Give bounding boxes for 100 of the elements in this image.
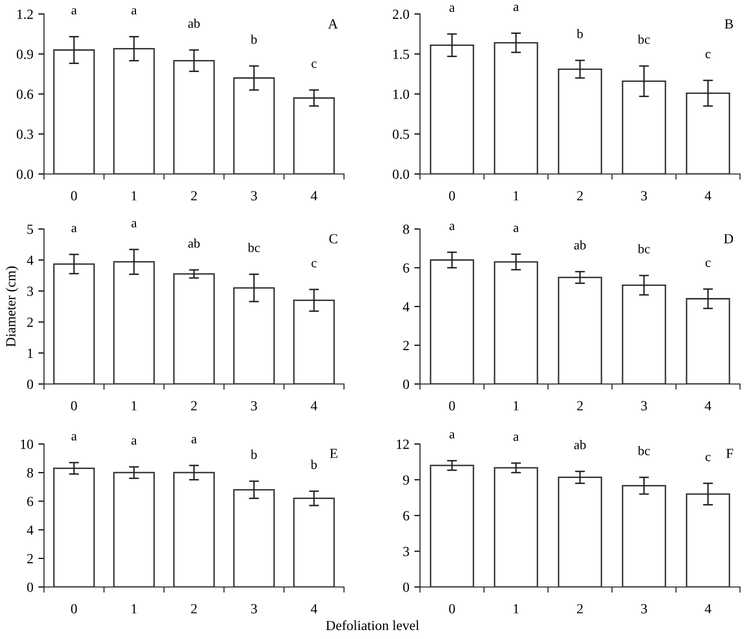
annotation: ab: [574, 440, 586, 450]
x-tick-label: 1: [514, 604, 519, 614]
annotation: c: [706, 454, 711, 462]
y-tick-label: 0.0: [392, 170, 410, 180]
chart-title: F: [726, 448, 734, 458]
x-axis-title: Defoliation level: [326, 620, 420, 630]
annotation: c: [312, 260, 317, 268]
y-tick-label: 1.2: [17, 10, 33, 20]
y-tick-label: 0: [27, 380, 34, 389]
chart-title: B: [724, 19, 733, 28]
annotation: b: [576, 28, 583, 38]
x-tick-label: 2: [577, 604, 583, 614]
y-tick-label: 2: [27, 318, 33, 327]
annotation: c: [706, 52, 711, 58]
y-tick-label: 0.0: [16, 170, 34, 180]
y-tick-label: 5: [27, 224, 34, 234]
y-tick-label: 9: [403, 475, 410, 485]
annotation: a: [132, 438, 137, 445]
x-tick-label: 1: [132, 401, 137, 410]
annotation: a: [450, 224, 455, 230]
x-tick-label: 3: [641, 604, 647, 614]
y-tick-label: 0.5: [392, 130, 410, 140]
x-tick-label: 0: [71, 604, 77, 614]
text: a: [514, 434, 519, 441]
annotation: ab: [188, 18, 200, 28]
x-tick-label: 0: [449, 191, 455, 200]
text: a: [132, 221, 137, 228]
annotation: bc: [638, 244, 650, 254]
y-tick-label: 0.3: [16, 130, 34, 140]
x-tick-label: 1: [514, 401, 519, 410]
annotation: ab: [574, 240, 586, 250]
annotation: a: [72, 8, 77, 15]
x-tick-label: 4: [704, 401, 712, 410]
y-tick-label: 1.0: [393, 90, 410, 100]
x-tick-label: 1: [132, 191, 137, 200]
annotation: b: [250, 450, 257, 460]
annotation: a: [514, 226, 519, 232]
y-tick-label: 6: [27, 496, 34, 506]
x-tick-label: 0: [71, 191, 77, 200]
y-tick-label: 8: [403, 224, 410, 234]
x-tick-label: 1: [132, 604, 137, 614]
x-tick-label: 4: [310, 191, 318, 200]
y-tick-label: 8: [27, 468, 34, 478]
annotation: bc: [248, 242, 260, 252]
y-tick-label: 3: [27, 286, 34, 296]
text: a: [192, 437, 197, 444]
y-tick-label: 3: [403, 546, 410, 556]
annotation: a: [132, 8, 137, 15]
x-tick-label: 3: [251, 604, 257, 614]
y-tick-label: 4: [26, 256, 34, 265]
text: a: [72, 434, 77, 440]
y-tick-label: 2: [27, 554, 33, 564]
y-tick-label: 1.5: [393, 50, 410, 60]
x-tick-label: 0: [71, 401, 77, 410]
x-tick-label: 2: [191, 401, 197, 410]
x-tick-label: 2: [577, 191, 583, 200]
y-tick-label: 10: [20, 440, 34, 449]
x-tick-label: 2: [577, 401, 583, 410]
x-tick-label: 0: [449, 604, 455, 614]
x-tick-label: 4: [704, 604, 712, 614]
y-tick-label: 12: [396, 440, 409, 449]
y-tick-label: 4: [402, 302, 410, 312]
chart-title: E: [330, 448, 338, 458]
annotation: c: [706, 260, 711, 267]
x-tick-label: 3: [251, 191, 257, 200]
x-tick-label: 3: [641, 191, 647, 200]
y-tick-label: 6: [403, 511, 410, 520]
text: a: [514, 4, 519, 12]
y-tick-label: 0: [403, 380, 410, 389]
y-tick-label: 0: [27, 582, 34, 592]
x-tick-label: 4: [704, 191, 712, 200]
chart-title: C: [329, 234, 338, 244]
x-tick-label: 0: [449, 401, 455, 410]
y-tick-label: 0.9: [16, 50, 34, 60]
annotation: ab: [188, 238, 200, 248]
x-tick-label: 4: [310, 604, 318, 614]
text: a: [450, 6, 455, 12]
y-tick-label: 2: [403, 340, 409, 350]
x-tick-label: 4: [310, 401, 318, 410]
x-tick-label: 2: [191, 604, 197, 614]
y-tick-label: 4: [26, 525, 34, 535]
y-tick-label: 0: [403, 582, 410, 592]
chart-title: D: [724, 234, 734, 244]
annotation: bc: [638, 34, 650, 44]
text: a: [450, 432, 455, 439]
x-tick-label: 3: [251, 401, 257, 410]
y-tick-label: 1: [28, 348, 33, 358]
annotation: c: [312, 62, 317, 68]
x-tick-label: 1: [514, 191, 519, 200]
annotation: a: [72, 226, 77, 232]
annotation: b: [310, 460, 317, 470]
y-axis-title: Diameter (cm): [6, 266, 18, 347]
y-tick-label: 2.0: [392, 10, 410, 20]
chart-title: A: [328, 19, 338, 28]
y-tick-label: 6: [403, 263, 410, 273]
y-tick-label: 0.6: [16, 90, 34, 100]
x-tick-label: 3: [641, 401, 647, 410]
annotation: b: [250, 34, 257, 44]
annotation: bc: [638, 446, 650, 456]
x-tick-label: 2: [191, 191, 197, 200]
